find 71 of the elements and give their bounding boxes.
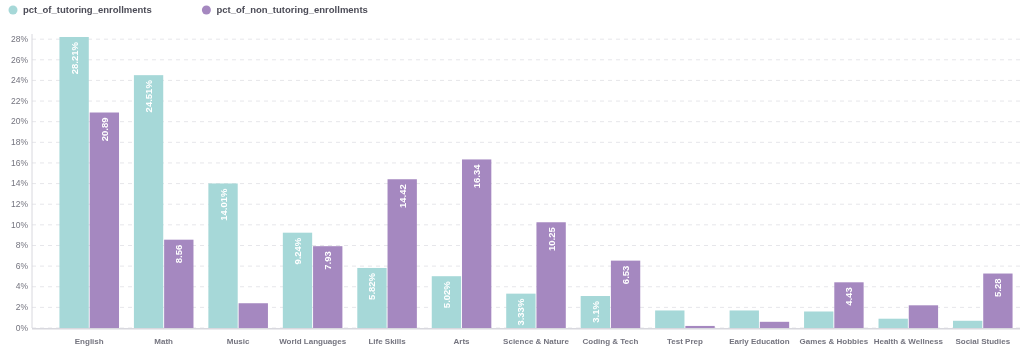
bar [208,183,238,328]
x-tick-label: Arts [453,337,471,346]
data-label: 24.51% [143,79,155,113]
bar [655,310,685,328]
bar [729,310,759,328]
y-tick-label: 24% [10,75,29,86]
bar [59,36,89,328]
y-tick-label: 6% [15,260,29,271]
x-tick-label: Games & Hobbies [799,337,869,346]
bar [313,246,343,328]
y-tick-label: 14% [10,178,29,189]
x-tick-label: Science & Nature [503,337,570,346]
data-label: 16.34 [471,163,483,189]
data-label: 14.01% [217,187,229,221]
bar [461,159,492,328]
y-tick-label: 18% [10,137,29,148]
bar [536,222,566,328]
bar [431,276,462,328]
y-tick-label: 8% [15,240,29,251]
y-tick-label: 16% [10,157,29,168]
x-tick-label: Health & Wellness [873,337,944,346]
x-tick-label: Music [226,337,251,346]
bar [983,273,1013,328]
x-tick-label: Social Studies [955,337,1011,346]
x-tick-label: Life Skills [368,337,407,346]
data-label: 6.53 [620,265,632,285]
bar [878,318,908,328]
bar [238,303,268,328]
data-label: 28.21% [68,41,80,75]
x-tick-label: English [74,337,104,346]
data-label: 3.33% [515,298,527,326]
bar [282,232,313,328]
x-tick-label: World Languages [279,337,347,346]
bar [834,282,864,328]
bar [133,75,164,328]
data-label: 4.43 [843,287,855,306]
bar [610,260,641,328]
y-tick-label: 2% [15,302,29,313]
y-tick-label: 26% [10,54,29,65]
y-tick-label: 28% [10,33,29,44]
legend-label: pct_of_non_tutoring_enrollments [216,4,368,16]
data-label: 8.56 [173,244,185,264]
data-label: 9.24% [292,237,303,265]
data-label: 3.1% [589,300,601,323]
y-tick-label: 22% [10,95,29,106]
bar [685,325,715,328]
data-label: 5.02% [440,280,452,309]
legend-label: pct_of_tutoring_enrollments [23,4,152,16]
data-label: 14.42 [396,184,408,209]
data-label: 10.25 [545,226,557,252]
bar [908,305,939,328]
x-tick-label: Test Prep [666,337,703,346]
bar [357,267,387,328]
x-tick-label: Math [154,337,174,346]
bar [89,112,120,328]
bar [164,239,194,328]
bar [759,321,790,328]
data-label: 20.89 [98,117,110,142]
data-label: 5.82% [366,272,378,300]
x-tick-label: Coding & Tech [582,337,639,346]
bar [952,320,983,328]
data-label: 5.28 [992,278,1004,298]
y-tick-label: 12% [10,198,29,209]
bar [804,311,834,328]
x-tick-label: Early Education [729,337,790,346]
y-tick-label: 20% [10,116,29,127]
bar [387,179,417,328]
y-tick-label: 10% [10,219,29,230]
y-tick-label: 4% [15,281,29,292]
data-label: 7.93 [322,251,334,270]
y-tick-label: 0% [15,322,29,333]
